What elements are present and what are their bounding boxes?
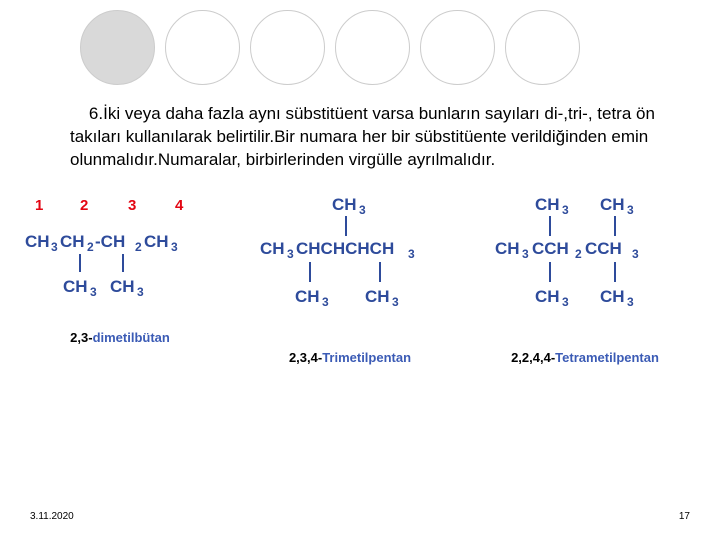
mol2-c0: CH bbox=[260, 239, 285, 258]
mol1-c4: -CH bbox=[95, 232, 125, 251]
molecule-1: 1 2 3 4 CH 3 CH 2 -CH 2 CH 3 CH 3 CH 3 2… bbox=[20, 192, 220, 345]
mol3-name-main: Tetrametilpentan bbox=[555, 350, 659, 365]
mol3-c0: CH bbox=[495, 239, 520, 258]
circle bbox=[420, 10, 495, 85]
mol2-name-main: Trimetilpentan bbox=[322, 350, 411, 365]
molecule-3: CH 3 CH 3 CH 3 CCH 2 CCH 3 CH 3 CH 3 2,2… bbox=[480, 192, 690, 365]
mol2-name: 2,3,4-Trimetilpentan bbox=[289, 350, 411, 365]
mol1-c0: CH bbox=[25, 232, 50, 251]
mol1-s0: CH bbox=[63, 277, 88, 296]
footer-page: 17 bbox=[679, 511, 690, 522]
mol1-svg: 1 2 3 4 CH 3 CH 2 -CH 2 CH 3 CH 3 CH 3 bbox=[20, 192, 220, 322]
circle bbox=[505, 10, 580, 85]
mol2-s1: 3 bbox=[322, 295, 329, 309]
mol2-s0: CH bbox=[295, 287, 320, 306]
mol3-ta0: CH bbox=[535, 195, 560, 214]
mol3-ta1: 3 bbox=[562, 203, 569, 217]
mol1-num1: 1 bbox=[35, 197, 43, 214]
mol1-c5: 2 bbox=[135, 240, 142, 254]
mol1-name: 2,3-dimetilbütan bbox=[70, 330, 170, 345]
para-num: 6. bbox=[89, 104, 103, 123]
para-text: İki veya daha fazla aynı sübstitüent var… bbox=[70, 104, 655, 169]
mol2-s2: CH bbox=[365, 287, 390, 306]
mol3-tb0: CH bbox=[600, 195, 625, 214]
circle bbox=[335, 10, 410, 85]
mol3-tb1: 3 bbox=[627, 203, 634, 217]
molecule-2: CH 3 CH 3 CHCHCHCH 3 CH 3 CH 3 2,3,4-Tri… bbox=[250, 192, 450, 365]
mol1-c6: CH bbox=[144, 232, 169, 251]
mol3-name-prefix: 2,2,4,4- bbox=[511, 350, 555, 365]
mol3-c2: CCH bbox=[532, 239, 569, 258]
mol3-c4: CCH bbox=[585, 239, 622, 258]
mol1-c7: 3 bbox=[171, 240, 178, 254]
mol3-s2: CH bbox=[600, 287, 625, 306]
footer-date: 3.11.2020 bbox=[30, 511, 74, 522]
circle-filled bbox=[80, 10, 155, 85]
paragraph: 6.İki veya daha fazla aynı sübstitüent v… bbox=[0, 85, 720, 172]
mol2-svg: CH 3 CH 3 CHCHCHCH 3 CH 3 CH 3 bbox=[250, 192, 450, 342]
circle bbox=[165, 10, 240, 85]
mol2-c3: 3 bbox=[408, 247, 415, 261]
mol3-s1: 3 bbox=[562, 295, 569, 309]
mol2-c1: 3 bbox=[287, 247, 294, 261]
mol2-c2: CHCHCHCH bbox=[296, 239, 394, 258]
decorative-circles bbox=[0, 0, 720, 85]
mol3-c5: 3 bbox=[632, 247, 639, 261]
molecules-row: 1 2 3 4 CH 3 CH 2 -CH 2 CH 3 CH 3 CH 3 2… bbox=[0, 172, 720, 365]
mol3-name: 2,2,4,4-Tetrametilpentan bbox=[511, 350, 659, 365]
mol1-s3: 3 bbox=[137, 285, 144, 299]
mol1-name-main: dimetilbütan bbox=[93, 330, 170, 345]
mol3-c1: 3 bbox=[522, 247, 529, 261]
mol1-num2: 2 bbox=[80, 197, 88, 214]
mol3-s3: 3 bbox=[627, 295, 634, 309]
mol2-t1: 3 bbox=[359, 203, 366, 217]
mol1-num3: 3 bbox=[128, 197, 136, 214]
mol1-num4: 4 bbox=[175, 197, 184, 214]
mol2-name-prefix: 2,3,4- bbox=[289, 350, 322, 365]
mol1-s1: 3 bbox=[90, 285, 97, 299]
mol1-c3: 2 bbox=[87, 240, 94, 254]
circle bbox=[250, 10, 325, 85]
mol2-t0: CH bbox=[332, 195, 357, 214]
mol3-s0: CH bbox=[535, 287, 560, 306]
mol1-name-prefix: 2,3- bbox=[70, 330, 92, 345]
mol3-c3: 2 bbox=[575, 247, 582, 261]
mol2-s3: 3 bbox=[392, 295, 399, 309]
mol1-s2: CH bbox=[110, 277, 135, 296]
mol1-c2: CH bbox=[60, 232, 85, 251]
mol3-svg: CH 3 CH 3 CH 3 CCH 2 CCH 3 CH 3 CH 3 bbox=[480, 192, 690, 342]
mol1-c1: 3 bbox=[51, 240, 58, 254]
